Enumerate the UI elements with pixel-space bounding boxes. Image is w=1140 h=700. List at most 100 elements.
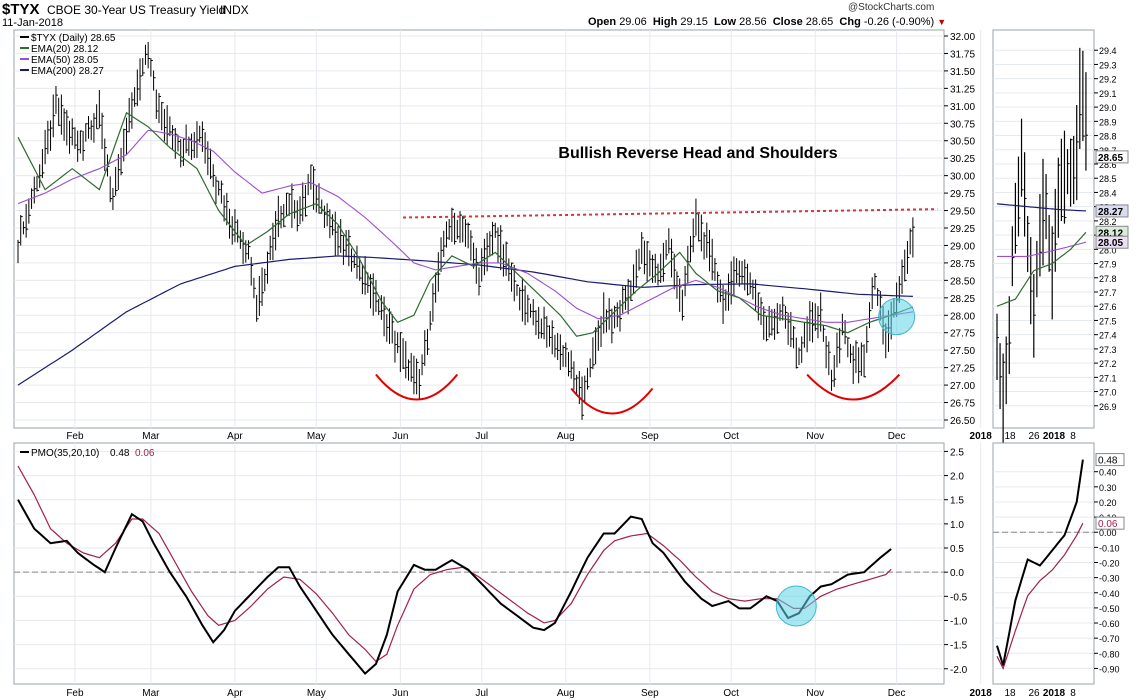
legend-label: EMA(20) 28.12 (31, 44, 99, 55)
price-ytick-label: 31.00 (950, 102, 975, 113)
pmo-zoom-ytick-label: -0.80 (1099, 649, 1120, 659)
ema50-line (17, 129, 913, 323)
price-ytick-label: 27.50 (950, 346, 975, 357)
pmo-ytick-label: -1.0 (950, 616, 968, 627)
price-xtick-label: 2018 (970, 431, 993, 442)
zoom-ytick-label: 28.8 (1099, 132, 1117, 142)
high-label: High (652, 16, 678, 28)
pmo-crossover-highlight (775, 585, 817, 627)
pattern-arc (570, 387, 654, 415)
ohlc-readout: Open 29.06 High 29.15 Low 28.56 Close 28… (588, 16, 946, 28)
pmo-zoom-ytick-label: -0.30 (1099, 574, 1120, 584)
zoom-ytick-label: 28.4 (1099, 188, 1117, 198)
ema200-line (17, 255, 913, 386)
zoom-value-tag (1095, 235, 1129, 249)
pmo-xtick-label: Feb (66, 688, 84, 699)
pmo-zoom-ytick-label: -0.10 (1099, 543, 1120, 553)
watermark: @StockCharts.com (848, 2, 935, 13)
pmo-zoom-value-tag-label: 0.48 (1098, 456, 1118, 467)
pmo-zoom-signal-line (996, 522, 1084, 670)
price-ytick-label: 31.25 (950, 84, 975, 95)
pmo-zoom-ytick-label: 0.40 (1099, 468, 1117, 478)
low-label: Low (714, 16, 737, 28)
legend-label: EMA(50) 28.05 (31, 55, 99, 66)
pmo-xtick-label: Sep (641, 688, 659, 699)
pmo-signal-line (17, 465, 892, 663)
pmo-zoom-xtick-label: 8 (1070, 688, 1076, 699)
zoom-ytick-label: 29.4 (1099, 46, 1117, 56)
price-ytick-label: 31.50 (950, 67, 975, 78)
pmo-zoom-ytick-label: -0.60 (1099, 619, 1120, 629)
pattern-annotation: Bullish Reverse Head and Shoulders (558, 145, 837, 162)
price-panel (13, 29, 945, 429)
pattern-arc (375, 373, 459, 401)
price-xtick-label: May (307, 431, 326, 442)
price-ytick-label: 29.00 (950, 241, 975, 252)
pmo-line (17, 499, 892, 676)
close-value: 28.65 (805, 16, 834, 28)
zoom-xtick-label: 18 (1004, 431, 1016, 442)
pmo-ytick-label: 0.5 (950, 544, 964, 555)
price-xtick-label: Apr (227, 431, 243, 442)
pmo-zoom-ytick-label: 0.20 (1099, 498, 1117, 508)
pmo-ytick-label: -0.5 (950, 592, 968, 603)
price-xtick-label: Jul (475, 431, 488, 442)
legend-label: EMA(200) 28.27 (31, 66, 104, 77)
zoom-value-tag-label: 28.27 (1098, 207, 1123, 218)
price-ytick-label: 27.25 (950, 364, 975, 375)
pmo-xtick-label: Oct (723, 688, 739, 699)
price-xtick-label: Sep (641, 431, 659, 442)
price-ytick-label: 32.00 (950, 32, 975, 43)
price-ytick-label: 28.75 (950, 259, 975, 270)
pmo-zoom-xtick-label: 2018 (1043, 688, 1066, 699)
chg-label: Chg (839, 16, 861, 28)
pmo-xtick-label: Nov (806, 688, 824, 699)
open-value: 29.06 (619, 16, 647, 28)
price-ytick-label: 26.75 (950, 399, 975, 410)
pmo-zoom-value-tag-label: 0.06 (1098, 519, 1118, 530)
pmo-legend-value: 0.48 (110, 448, 130, 459)
pmo-ytick-label: 0.0 (950, 568, 964, 579)
pmo-xtick-label: 2018 (970, 688, 993, 699)
zoom-ytick-label: 27.0 (1099, 388, 1117, 398)
low-value: 28.56 (739, 16, 767, 28)
zoom-xtick-label: 26 (1028, 431, 1040, 442)
pmo-zoom-value-tag (1095, 453, 1125, 467)
price-xtick-label: Aug (557, 431, 575, 442)
zoom-value-tag (1095, 204, 1129, 218)
zoom-value-tag (1095, 150, 1129, 164)
price-ytick-label: 30.25 (950, 154, 975, 165)
zoom-ytick-label: 29.2 (1099, 75, 1117, 85)
zoom-ytick-label: 28.2 (1099, 217, 1117, 227)
zoom-ytick-label: 27.9 (1099, 260, 1117, 270)
zoom-xtick-label: 8 (1070, 431, 1076, 442)
price-ytick-label: 27.75 (950, 329, 975, 340)
chg-value: -0.26 (-0.90%) (863, 16, 935, 28)
pmo-legend: PMO(35,20,10) 0.48 0.06 (20, 448, 155, 459)
zoom-ytick-label: 28.0 (1099, 245, 1117, 255)
zoom-ytick-label: 27.6 (1099, 302, 1117, 312)
pmo-zoom-ytick-label: -0.50 (1099, 604, 1120, 614)
zoom-xtick-label: 2018 (1043, 431, 1066, 442)
pmo-ytick-label: -2.0 (950, 665, 968, 676)
pmo-zoom-value-tag (1095, 516, 1125, 530)
crossover-highlight (878, 298, 916, 336)
price-xtick-label: Mar (142, 431, 160, 442)
chart-exchange: INDX (220, 3, 249, 17)
pmo-zoom-ytick-label: -0.90 (1099, 664, 1120, 674)
pmo-legend-signal: 0.06 (135, 448, 155, 459)
zoom-ytick-label: 29.1 (1099, 89, 1117, 99)
price-ytick-label: 30.00 (950, 172, 975, 183)
zoom-ytick-label: 29.0 (1099, 103, 1117, 113)
chart-symbol-name: CBOE 30-Year US Treasury Yield (47, 3, 226, 17)
zoom-ytick-label: 27.4 (1099, 331, 1117, 341)
pmo-ytick-label: 2.0 (950, 472, 964, 483)
pmo-zoom-xtick-label: 18 (1004, 688, 1016, 699)
price-ytick-label: 27.00 (950, 381, 975, 392)
pmo-zoom-xtick-label: 26 (1028, 688, 1040, 699)
pmo-zoom-ytick-label: -0.40 (1099, 589, 1120, 599)
zoom-ytick-label: 27.2 (1099, 359, 1117, 369)
zoom-value-tag-label: 28.12 (1098, 228, 1123, 239)
